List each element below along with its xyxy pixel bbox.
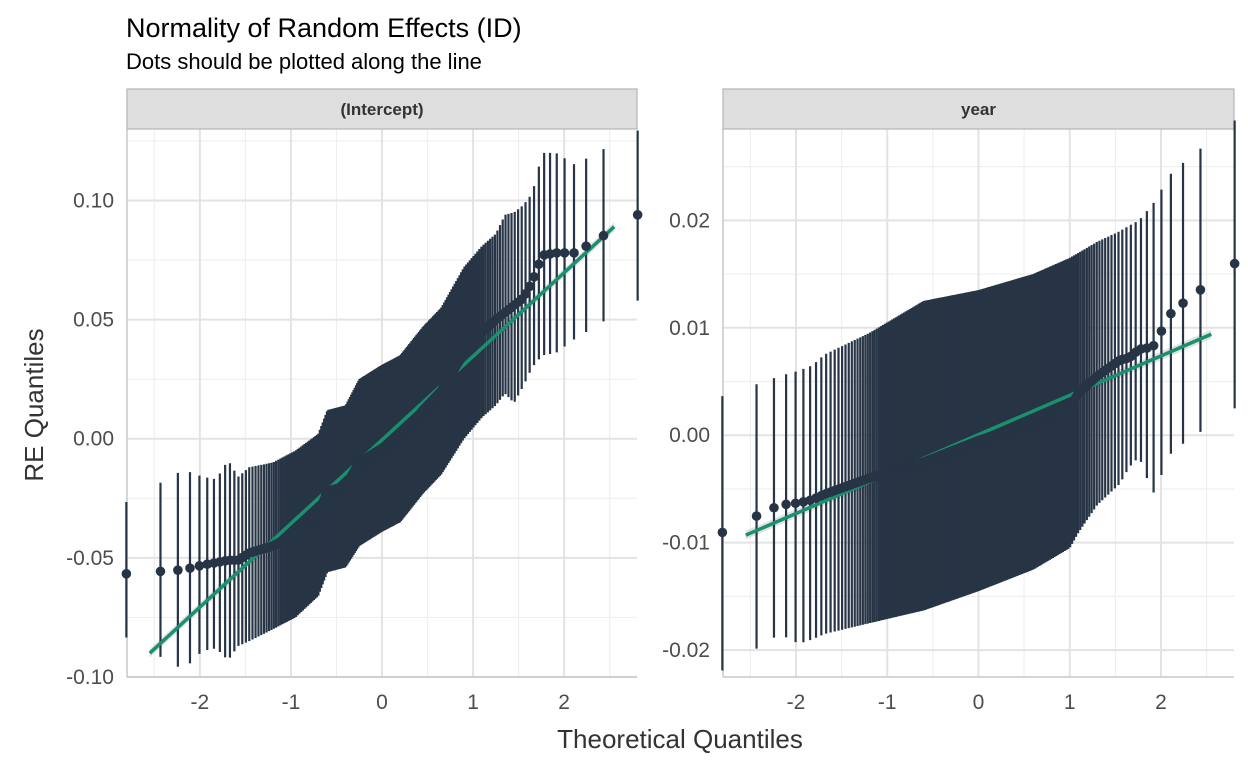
data-point	[529, 272, 539, 282]
y-tick-label: 0.10	[73, 189, 114, 212]
data-point	[769, 502, 779, 513]
data-point	[781, 499, 791, 510]
x-tick-label: 0	[973, 691, 985, 714]
y-tick-label: 0.01	[669, 317, 710, 340]
x-tick-label: -2	[787, 691, 806, 714]
data-point	[1178, 298, 1188, 308]
data-point	[1166, 308, 1176, 319]
data-point	[790, 498, 801, 509]
y-tick-label: 0.05	[73, 309, 114, 332]
fit-line	[148, 225, 616, 655]
x-tick-label: 1	[1064, 691, 1076, 714]
data-point	[569, 248, 579, 258]
y-tick-label: 0.00	[669, 424, 710, 447]
data-point	[551, 248, 562, 258]
data-points	[121, 210, 643, 579]
y-tick-label: -0.05	[66, 547, 114, 570]
data-point	[1195, 285, 1206, 295]
x-tick-label: 2	[558, 691, 570, 714]
x-tick-label: -2	[191, 691, 210, 714]
y-tick-label: -0.01	[662, 532, 710, 555]
facet-panel-year: year -0.02 -0.01 0.00 0.01 0.02 -2 -1 0 1 2	[662, 88, 1240, 714]
data-point	[1148, 340, 1159, 351]
data-point	[155, 566, 166, 577]
facet-strip	[126, 88, 638, 130]
y-tick-label: 0.02	[669, 209, 710, 232]
x-tick-label: -1	[878, 691, 897, 714]
data-point	[632, 210, 643, 220]
data-point	[751, 511, 762, 521]
data-point	[121, 569, 132, 579]
fit-line	[745, 332, 1212, 537]
data-point	[524, 281, 535, 292]
data-point	[185, 563, 195, 573]
y-tick-label: 0.00	[73, 428, 114, 451]
x-axis-title: Theoretical Quantiles	[557, 724, 803, 754]
data-point	[173, 565, 183, 575]
facet-panels: (Intercept) -0.10 -0.05 0.00 0.05 0.10 -2 -1 0 1 2…	[66, 88, 1240, 714]
data-point	[1156, 326, 1167, 336]
x-tick-label: 1	[467, 691, 479, 714]
data-point	[559, 248, 570, 258]
data-point	[717, 527, 728, 538]
data-points	[717, 258, 1240, 538]
data-point	[581, 241, 591, 251]
y-axis-title: RE Quantiles	[19, 328, 49, 481]
chart-subtitle: Dots should be plotted along the line	[126, 49, 482, 74]
chart-title: Normality of Random Effects (ID)	[126, 13, 522, 43]
data-point	[534, 259, 544, 270]
facet-strip-label: (Intercept)	[340, 100, 423, 119]
data-point	[520, 289, 531, 299]
data-point	[1229, 258, 1240, 269]
facet-strip	[722, 88, 1235, 130]
data-point	[194, 561, 205, 571]
data-point	[598, 230, 609, 241]
y-tick-label: -0.10	[66, 666, 114, 689]
x-tick-label: 0	[376, 691, 388, 714]
x-tick-label: -1	[282, 691, 301, 714]
facet-panel-intercept: (Intercept) -0.10 -0.05 0.00 0.05 0.10 -2 -1 0 1 2	[66, 88, 643, 714]
facet-strip-label: year	[961, 100, 996, 119]
x-tick-label: 2	[1155, 691, 1167, 714]
y-tick-label: -0.02	[662, 639, 710, 662]
